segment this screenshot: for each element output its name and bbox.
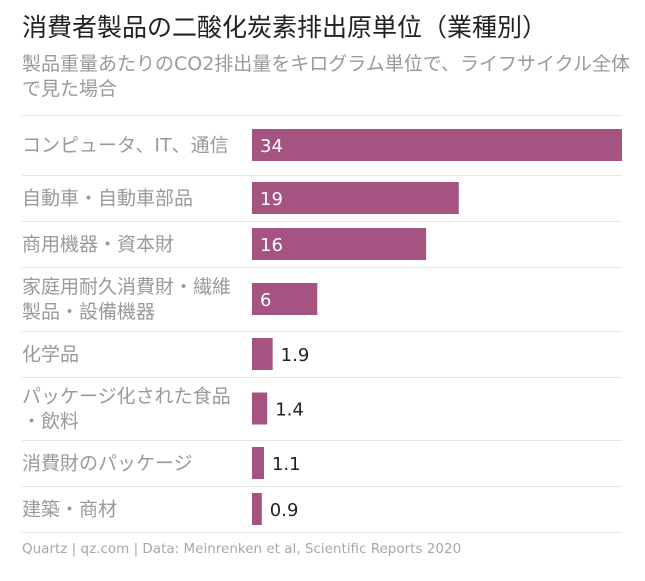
bar [252,283,318,315]
bar [252,129,622,161]
data-label: 1.1 [272,454,301,475]
data-label: 0.9 [270,500,299,521]
category-label: 化学品 [22,344,79,366]
category-label: 商用機器・資本財 [22,234,174,256]
bar-row: 消費財のパッケージ 1.1 [22,440,622,479]
bar-row: 家庭用耐久消費財・繊維製品・設備機器 6 [22,267,622,323]
data-label: 1.4 [275,400,304,421]
bar [252,182,459,214]
category-label: パッケージ化された食品・飲料 [22,386,231,433]
bar-row: 建築・商材 0.9 [22,486,622,525]
data-label: 19 [260,189,283,210]
chart-subtitle: 製品重量あたりのCO2排出量をキログラム単位で、ライフサイクル全体で見た場合 [22,53,631,100]
category-label: 自動車・自動車部品 [22,188,193,210]
bar-row: 自動車・自動車部品 19 [22,175,622,214]
bar [252,338,273,370]
bar-row: パッケージ化された食品・飲料 1.4 [22,377,622,433]
category-label: 建築・商材 [22,499,117,521]
bar [252,493,262,525]
data-label: 34 [260,136,283,157]
source-footer: Quartz | qz.com | Data: Meinrenken et al… [22,541,462,557]
bar-row: コンピュータ、IT、通信 34 [22,115,622,161]
data-label: 16 [260,235,283,256]
chart-title: 消費者製品の二酸化炭素排出原単位（業種別） [22,13,548,42]
category-label: 消費財のパッケージ [22,453,193,475]
category-label: コンピュータ、IT、通信 [22,135,229,157]
bar [252,447,264,479]
bar-row: 商用機器・資本財 16 [22,221,622,260]
bar-row: 化学品 1.9 [22,331,622,370]
data-label: 1.9 [281,345,310,366]
category-label: 家庭用耐久消費財・繊維製品・設備機器 [22,276,231,323]
data-label: 6 [260,290,271,311]
bar [252,392,268,425]
bar [252,228,427,260]
